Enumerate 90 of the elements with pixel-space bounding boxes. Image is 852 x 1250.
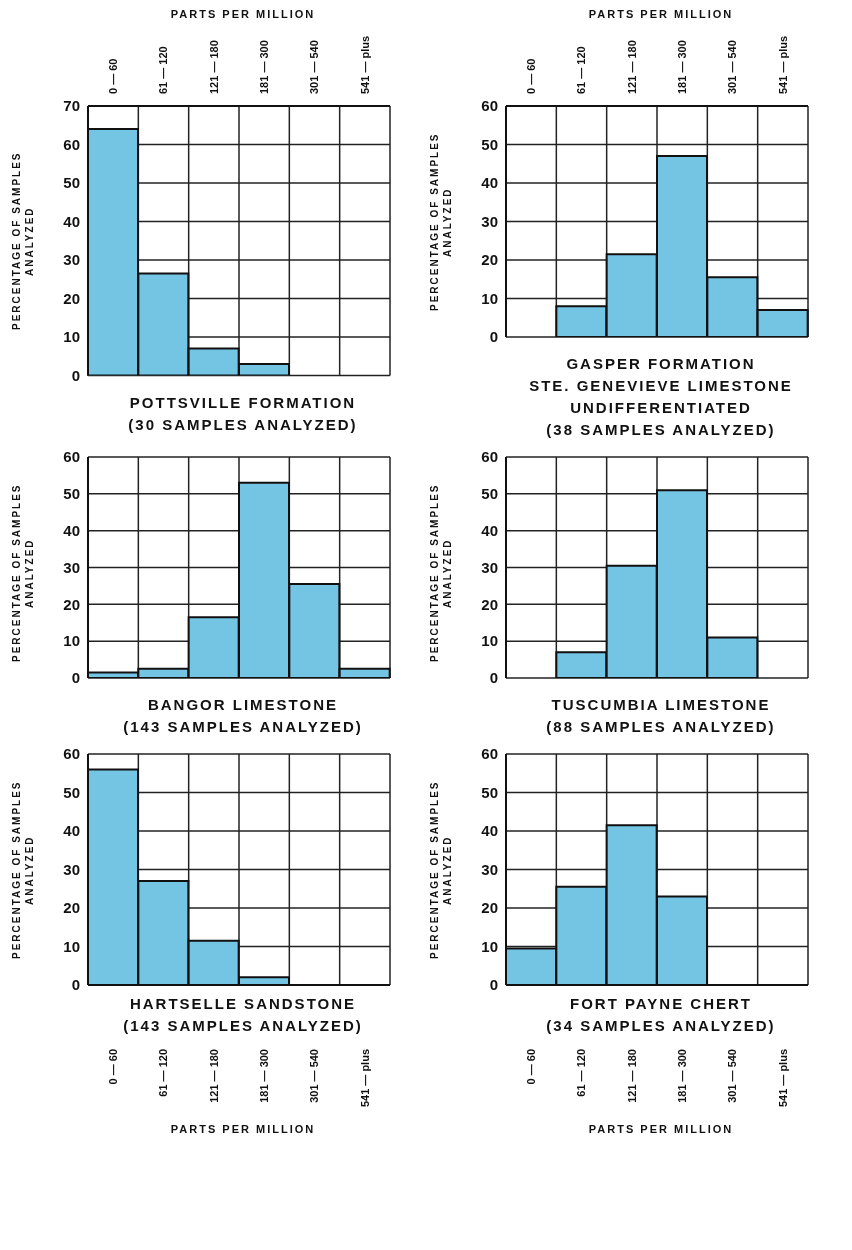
x-tick-label: 0 — 60 — [525, 1049, 538, 1085]
text: (38 SAMPLES ANALYZED) — [545, 420, 777, 440]
y-tick-label: 0 — [71, 976, 80, 994]
x-tick-label: 181 — 300 — [258, 40, 271, 94]
x-tick-label: 301 — 540 — [726, 40, 739, 94]
text: (34 SAMPLES ANALYZED) — [545, 1016, 777, 1036]
x-tick-label: 301 — 540 — [308, 40, 321, 94]
y-tick-label: 60 — [63, 745, 80, 763]
y-tick-label: 50 — [63, 783, 80, 801]
x-tick-label: 301 — 540 — [726, 1049, 739, 1103]
y-tick-label: 30 — [481, 558, 498, 576]
y-tick-label: 20 — [481, 899, 498, 917]
x-tick-label: 181 — 300 — [676, 1049, 689, 1103]
y-tick-label: 30 — [63, 251, 80, 269]
y-tick-label: 20 — [63, 595, 80, 613]
y-tick-label: 20 — [63, 899, 80, 917]
y-tick-label: 10 — [63, 937, 80, 955]
y-tick-label: 10 — [63, 632, 80, 650]
x-tick-label: 61 — 120 — [157, 1049, 170, 1097]
text: (143 SAMPLES ANALYZED) — [122, 1016, 364, 1036]
y-tick-label: 60 — [63, 135, 80, 153]
text: FORT PAYNE CHERT — [569, 994, 753, 1014]
y-tick-label: 60 — [481, 97, 498, 115]
x-tick-label: 0 — 60 — [107, 58, 120, 94]
y-tick-label: 60 — [481, 448, 498, 466]
x-tick-label: 541 — plus — [776, 1049, 789, 1108]
text: STE. GENEVIEVE LIMESTONE UNDIFFERENTIATED — [528, 376, 794, 418]
y-tick-label: 0 — [489, 669, 498, 687]
text: (143 SAMPLES ANALYZED) — [122, 717, 364, 737]
x-tick-label: 121 — 180 — [625, 40, 638, 94]
x-tick-label: 541 — plus — [358, 1049, 371, 1108]
x-tick-label: 121 — 180 — [207, 1049, 220, 1103]
y-axis-title: PERCENTAGE OF SAMPLES ANALYZED — [10, 779, 36, 961]
y-tick-label: 20 — [63, 289, 80, 307]
x-tick-label: 541 — plus — [358, 35, 371, 94]
y-tick-label: 10 — [63, 328, 80, 346]
x-tick-label: 301 — 540 — [308, 1049, 321, 1103]
x-tick-label: 121 — 180 — [625, 1049, 638, 1103]
y-tick-label: 50 — [481, 135, 498, 153]
x-tick-label: 0 — 60 — [525, 58, 538, 94]
text: (88 SAMPLES ANALYZED) — [545, 717, 777, 737]
text: (30 SAMPLES ANALYZED) — [127, 414, 359, 435]
x2-axis-title: PARTS PER MILLION — [169, 8, 317, 22]
y-tick-label: 10 — [481, 632, 498, 650]
y-axis-title: PERCENTAGE OF SAMPLES ANALYZED — [10, 150, 36, 332]
y-tick-label: 20 — [481, 595, 498, 613]
x2-axis-title: PARTS PER MILLION — [587, 8, 735, 22]
y-tick-label: 40 — [481, 174, 498, 192]
y-tick-label: 40 — [63, 212, 80, 230]
text: POTTSVILLE FORMATION — [128, 392, 358, 413]
y-tick-label: 40 — [481, 822, 498, 840]
y-tick-label: 50 — [481, 485, 498, 503]
y-tick-label: 60 — [63, 448, 80, 466]
x-tick-label: 541 — plus — [776, 35, 789, 94]
x-tick-label: 181 — 300 — [676, 40, 689, 94]
x-tick-label: 61 — 120 — [575, 46, 588, 94]
y-tick-label: 0 — [71, 669, 80, 687]
x-tick-label: 61 — 120 — [575, 1049, 588, 1097]
x-tick-label: 61 — 120 — [157, 46, 170, 94]
y-tick-label: 50 — [481, 783, 498, 801]
y-tick-label: 40 — [481, 521, 498, 539]
x-tick-label: 0 — 60 — [107, 1049, 120, 1085]
y-tick-label: 50 — [63, 485, 80, 503]
y-tick-label: 70 — [63, 97, 80, 115]
text: TUSCUMBIA LIMESTONE — [550, 695, 772, 715]
y-tick-label: 30 — [63, 558, 80, 576]
y-tick-label: 30 — [481, 212, 498, 230]
y-tick-label: 50 — [63, 174, 80, 192]
y-axis-title: PERCENTAGE OF SAMPLES ANALYZED — [428, 779, 454, 961]
text: HARTSELLE SANDSTONE — [128, 994, 358, 1014]
x-tick-label: 121 — 180 — [207, 40, 220, 94]
y-tick-label: 20 — [481, 251, 498, 269]
text: BANGOR LIMESTONE — [146, 695, 340, 715]
y-tick-label: 40 — [63, 521, 80, 539]
y-axis-title: PERCENTAGE OF SAMPLES ANALYZED — [428, 482, 454, 664]
x-tick-label: 181 — 300 — [258, 1049, 271, 1103]
y-tick-label: 10 — [481, 289, 498, 307]
y-tick-label: 0 — [71, 366, 80, 384]
y-tick-label: 0 — [489, 328, 498, 346]
x-axis-title: PARTS PER MILLION — [587, 1123, 735, 1135]
y-tick-label: 10 — [481, 937, 498, 955]
y-tick-label: 60 — [481, 745, 498, 763]
text: GASPER FORMATION — [565, 354, 757, 374]
y-axis-title: PERCENTAGE OF SAMPLES ANALYZED — [428, 131, 454, 313]
y-tick-label: 0 — [489, 976, 498, 994]
y-axis-title: PERCENTAGE OF SAMPLES ANALYZED — [10, 482, 36, 664]
y-tick-label: 30 — [63, 860, 80, 878]
x-axis-title: PARTS PER MILLION — [169, 1123, 317, 1135]
y-tick-label: 40 — [63, 822, 80, 840]
y-tick-label: 30 — [481, 860, 498, 878]
